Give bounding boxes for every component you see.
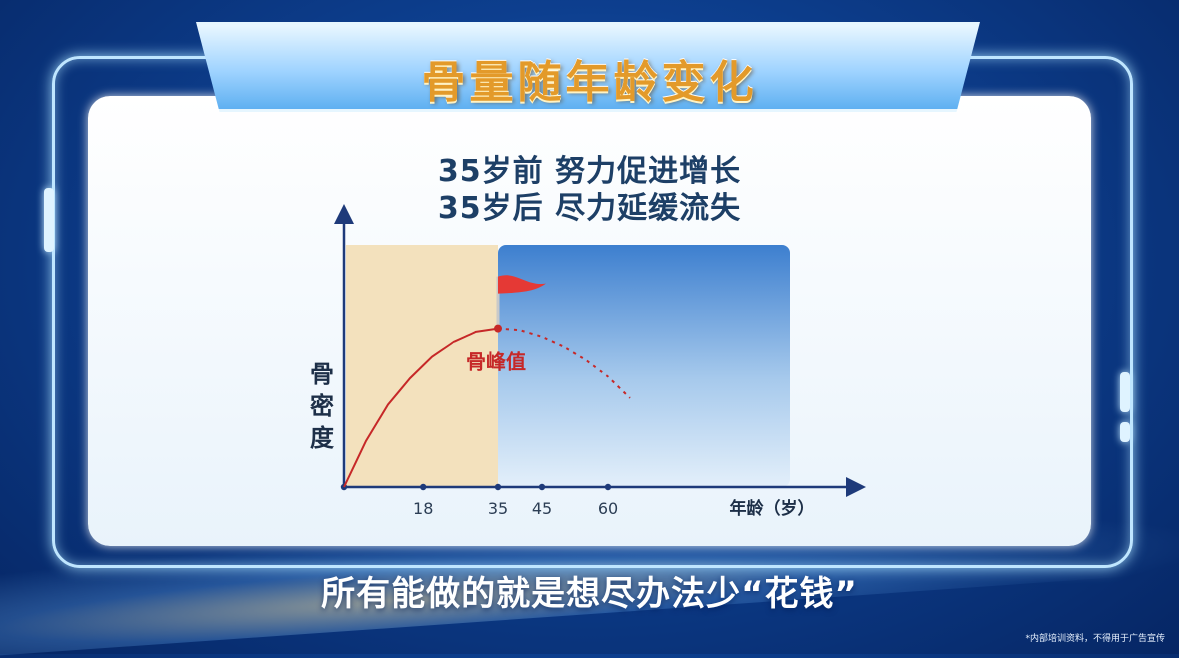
x-tick-mark-18 [420, 483, 427, 491]
x-tick-label-60: 60 [598, 499, 618, 518]
x-tick-label-35: 35 [488, 499, 508, 518]
x-tick-mark-35 [494, 483, 502, 491]
x-tick-label-18: 18 [413, 499, 433, 518]
x-tick-mark-60 [604, 483, 612, 491]
left-side-tab [44, 188, 54, 252]
series-line-solid [343, 327, 499, 488]
bottom-caption: 所有能做的就是想尽办法少“花钱” [321, 574, 858, 614]
loss-zone [498, 245, 790, 487]
peak-point [494, 324, 502, 333]
right-side-tab-1 [1120, 372, 1130, 412]
subtitle-line-1: 35岁前 努力促进增长 [437, 154, 742, 189]
y-axis-label-char: 密 [310, 392, 334, 420]
x-tick-mark-45 [538, 483, 546, 491]
x-tick-label-45: 45 [532, 499, 552, 518]
page-title: 骨量随年龄变化 [421, 57, 758, 108]
peak-label: 骨峰值 [466, 350, 526, 374]
title-plate [196, 22, 980, 112]
subtitle-line-2: 35岁后 尽力延缓流失 [437, 191, 742, 226]
y-axis-label-char: 度 [310, 424, 335, 452]
peak-flag-icon [498, 275, 546, 294]
y-axis-label-char: 骨 [310, 360, 334, 388]
x-axis-label: 年龄（岁） [730, 498, 815, 519]
footnote: *内部培训资料，不得用于广告宣传 [1025, 634, 1165, 644]
series-line-dashed [497, 327, 631, 399]
right-side-tab-2 [1120, 422, 1130, 442]
